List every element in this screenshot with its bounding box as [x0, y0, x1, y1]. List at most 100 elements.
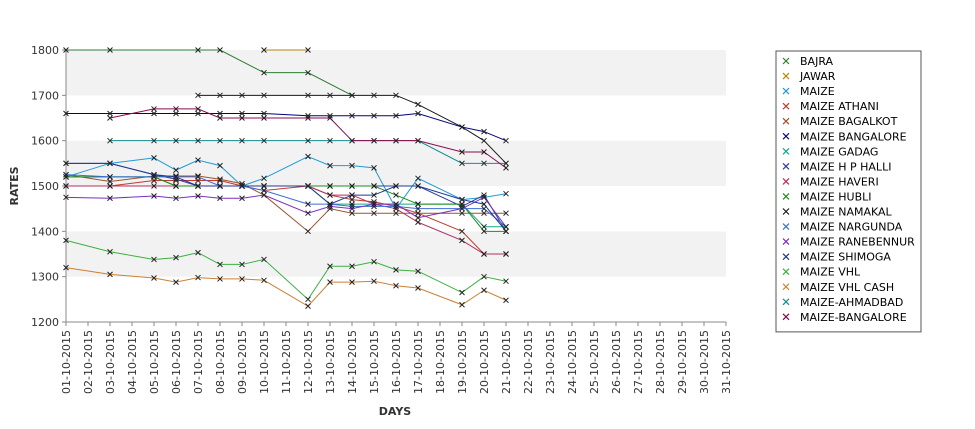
x-tick-label: 13-10-2015 [324, 330, 337, 394]
data-point [195, 183, 201, 189]
grid-band [66, 95, 726, 141]
data-point [327, 192, 333, 198]
x-tick-label: 14-10-2015 [346, 330, 359, 394]
data-point [415, 205, 421, 212]
x-tick-label: 15-10-2015 [368, 330, 381, 394]
data-point [327, 115, 333, 121]
data-point [349, 137, 355, 144]
data-point [217, 195, 223, 202]
data-point [107, 195, 113, 202]
legend-item: MAIZE-AHMADBAD [782, 296, 903, 309]
legend-marker [782, 298, 790, 306]
data-point [393, 92, 399, 99]
data-point [107, 248, 113, 255]
data-point [195, 193, 201, 199]
data-point [107, 271, 113, 278]
data-point [195, 106, 201, 112]
data-point [305, 296, 311, 303]
data-point [305, 137, 311, 144]
data-point [261, 69, 267, 76]
x-tick-label: 26-10-2015 [610, 330, 623, 394]
data-point [239, 110, 245, 117]
data-point [327, 112, 333, 119]
legend-marker [782, 147, 790, 155]
data-point [349, 279, 355, 285]
data-point [151, 110, 157, 117]
x-tick-label: 29-10-2015 [676, 330, 689, 394]
data-point [393, 112, 399, 119]
legend-label: MAIZE SHIMOGA [800, 251, 891, 264]
data-point [63, 194, 69, 201]
legend-label: MAIZE VHL CASH [800, 281, 894, 294]
legend: BAJRA JAWAR MAIZE MAIZE ATHANI MAIZE BAGALKO… [775, 50, 922, 333]
data-point [393, 282, 399, 289]
data-point [393, 192, 399, 198]
data-point [349, 112, 355, 119]
y-tick-label: 1400 [31, 225, 59, 238]
legend-item: MAIZE VHL CASH [782, 281, 894, 294]
data-point [393, 210, 399, 217]
data-point [459, 205, 465, 212]
data-point [349, 210, 355, 217]
data-point [217, 92, 223, 99]
data-point [349, 192, 355, 198]
x-tick-label: 01-10-2015 [60, 330, 73, 394]
data-point [459, 228, 465, 235]
data-point [239, 115, 245, 121]
legend-item: MAIZE NAMAKAL [782, 206, 893, 219]
data-point [459, 160, 465, 167]
legend-label: MAIZE-BANGALORE [800, 311, 907, 324]
grid-band [66, 50, 726, 96]
data-point [239, 276, 245, 282]
legend-label: MAIZE NARGUNDA [800, 221, 903, 234]
data-point [239, 137, 245, 144]
data-point [173, 167, 179, 173]
x-tick-label: 10-10-2015 [258, 330, 271, 394]
x-tick-label: 19-10-2015 [456, 330, 469, 394]
data-point [305, 183, 311, 189]
legend-label: MAIZE VHL [800, 266, 861, 279]
data-point [261, 183, 267, 189]
legend-label: MAIZE GADAG [800, 145, 878, 158]
data-point [151, 155, 157, 161]
data-point [261, 47, 267, 53]
data-point [63, 237, 69, 244]
data-point [195, 157, 201, 164]
legend-item: JAWAR [782, 70, 836, 83]
legend-marker [782, 72, 790, 80]
data-point [371, 210, 377, 217]
data-point [261, 192, 267, 198]
data-point [459, 301, 465, 308]
data-point [195, 274, 201, 281]
y-tick-label: 1500 [31, 180, 59, 193]
legend-label: MAIZE HUBLI [800, 190, 871, 203]
data-point [151, 256, 157, 263]
x-tick-label: 07-10-2015 [192, 330, 205, 394]
data-point [349, 92, 355, 99]
x-tick-label: 30-10-2015 [698, 330, 711, 394]
data-point [217, 183, 223, 189]
data-point [217, 110, 223, 117]
legend-label: MAIZE H P HALLI [800, 160, 891, 173]
data-point [173, 106, 179, 112]
data-point [151, 106, 157, 112]
data-point [371, 278, 377, 285]
x-tick-label: 20-10-2015 [478, 330, 491, 394]
data-point [239, 183, 245, 189]
series-line [109, 108, 507, 169]
x-axis-title: DAYS [379, 405, 412, 418]
data-point [327, 137, 333, 144]
data-point [349, 263, 355, 270]
data-point [371, 258, 377, 265]
data-point [371, 92, 377, 99]
legend-label: MAIZE NAMAKAL [800, 206, 893, 219]
legend-marker [782, 193, 790, 200]
data-point [173, 110, 179, 117]
data-point [503, 137, 509, 144]
legend-item: MAIZE BAGALKOT [782, 115, 898, 128]
data-point [349, 162, 355, 169]
data-point [173, 195, 179, 202]
data-point [195, 47, 201, 53]
data-point [305, 210, 311, 217]
